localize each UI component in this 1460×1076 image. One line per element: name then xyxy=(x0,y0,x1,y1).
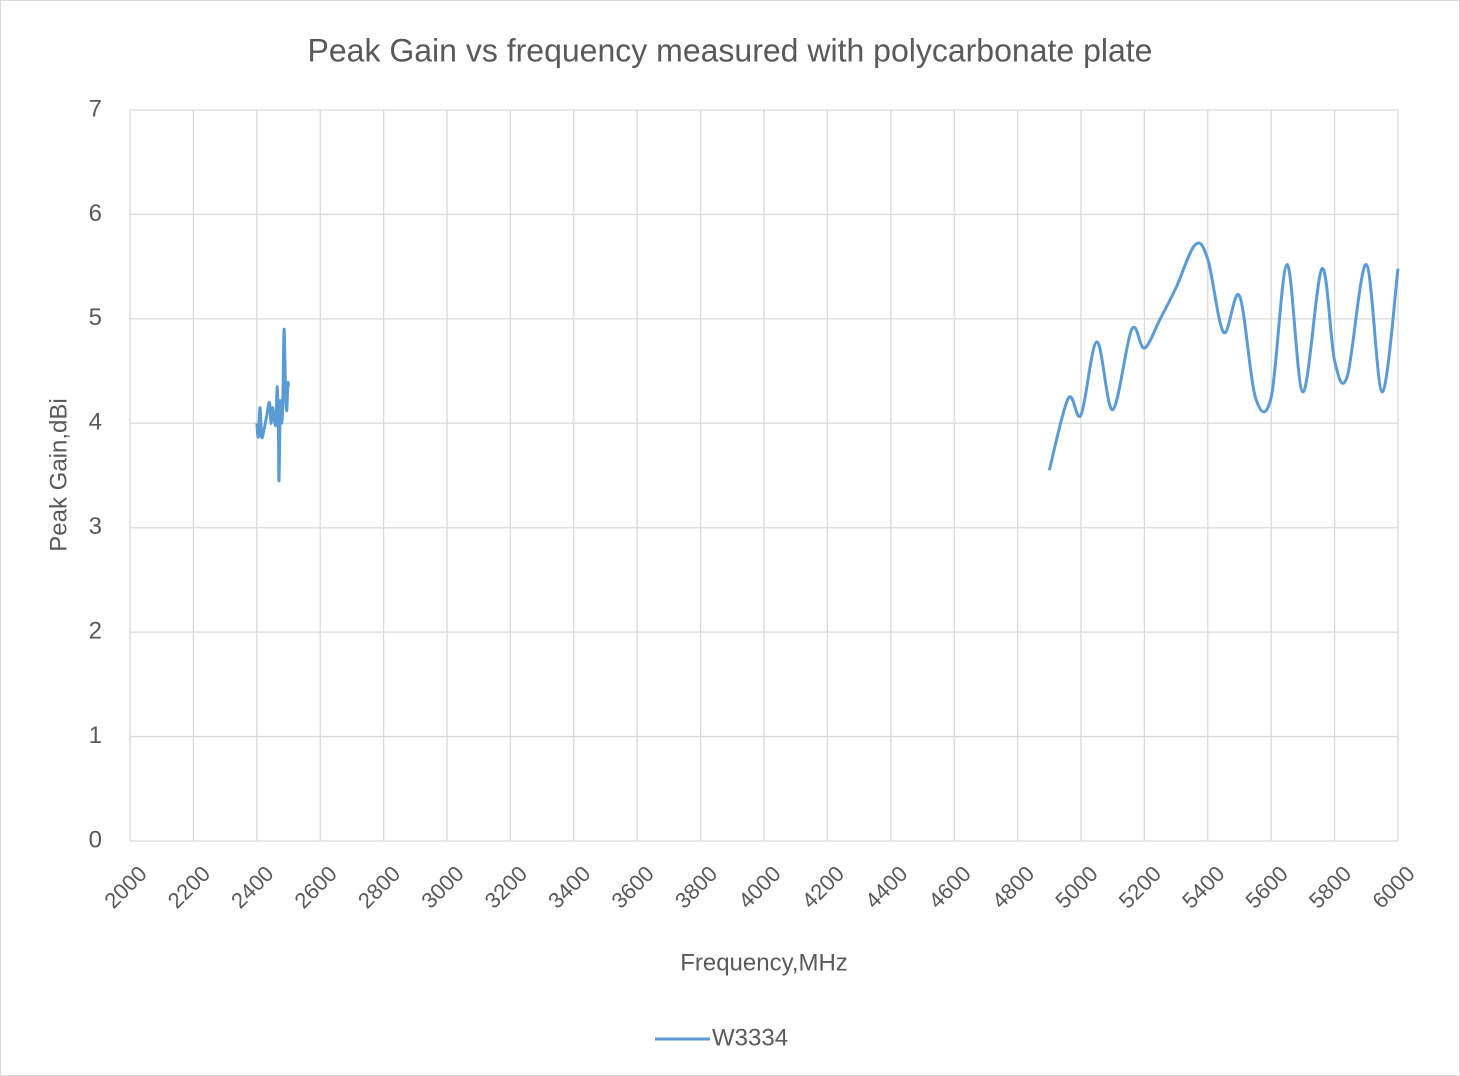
y-tick-label: 4 xyxy=(89,409,102,436)
legend-label: W3334 xyxy=(712,1024,788,1051)
y-tick-label: 0 xyxy=(89,826,102,853)
chart-title: Peak Gain vs frequency measured with pol… xyxy=(308,32,1153,68)
y-tick-label: 3 xyxy=(89,513,102,540)
y-tick-label: 7 xyxy=(89,95,102,122)
y-tick-label: 1 xyxy=(89,722,102,749)
x-axis-label: Frequency,MHz xyxy=(680,949,848,976)
y-axis-label: Peak Gain,dBi xyxy=(45,398,72,551)
y-tick-label: 2 xyxy=(89,617,102,644)
y-tick-label: 5 xyxy=(89,304,102,331)
data-line xyxy=(255,241,1400,483)
y-tick-label: 6 xyxy=(89,200,102,227)
